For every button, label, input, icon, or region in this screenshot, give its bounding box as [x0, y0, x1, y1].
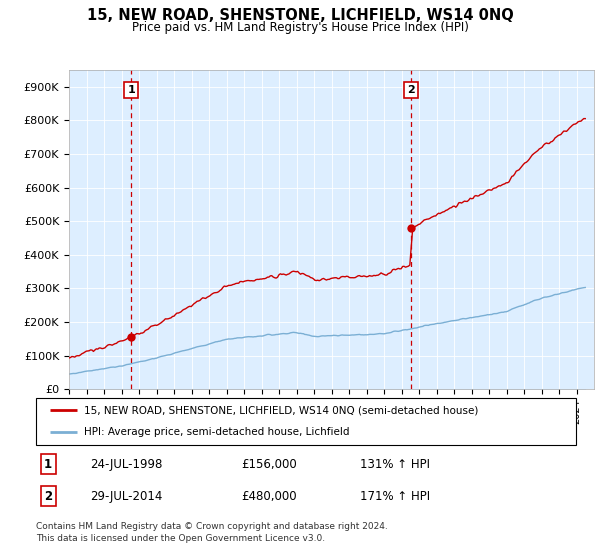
Text: HPI: Average price, semi-detached house, Lichfield: HPI: Average price, semi-detached house,… — [83, 427, 349, 437]
FancyBboxPatch shape — [36, 398, 576, 445]
Text: 15, NEW ROAD, SHENSTONE, LICHFIELD, WS14 0NQ: 15, NEW ROAD, SHENSTONE, LICHFIELD, WS14… — [86, 8, 514, 24]
Text: Contains HM Land Registry data © Crown copyright and database right 2024.
This d: Contains HM Land Registry data © Crown c… — [36, 522, 388, 543]
Text: 29-JUL-2014: 29-JUL-2014 — [90, 490, 163, 503]
Text: 1: 1 — [44, 458, 52, 470]
Text: 15, NEW ROAD, SHENSTONE, LICHFIELD, WS14 0NQ (semi-detached house): 15, NEW ROAD, SHENSTONE, LICHFIELD, WS14… — [83, 405, 478, 416]
Text: 24-JUL-1998: 24-JUL-1998 — [90, 458, 163, 470]
Text: £156,000: £156,000 — [241, 458, 297, 470]
Text: £480,000: £480,000 — [241, 490, 297, 503]
Text: 171% ↑ HPI: 171% ↑ HPI — [360, 490, 430, 503]
Text: Price paid vs. HM Land Registry's House Price Index (HPI): Price paid vs. HM Land Registry's House … — [131, 21, 469, 34]
Text: 1: 1 — [127, 85, 135, 95]
Text: 2: 2 — [407, 85, 415, 95]
Text: 2: 2 — [44, 490, 52, 503]
Text: 131% ↑ HPI: 131% ↑ HPI — [360, 458, 430, 470]
